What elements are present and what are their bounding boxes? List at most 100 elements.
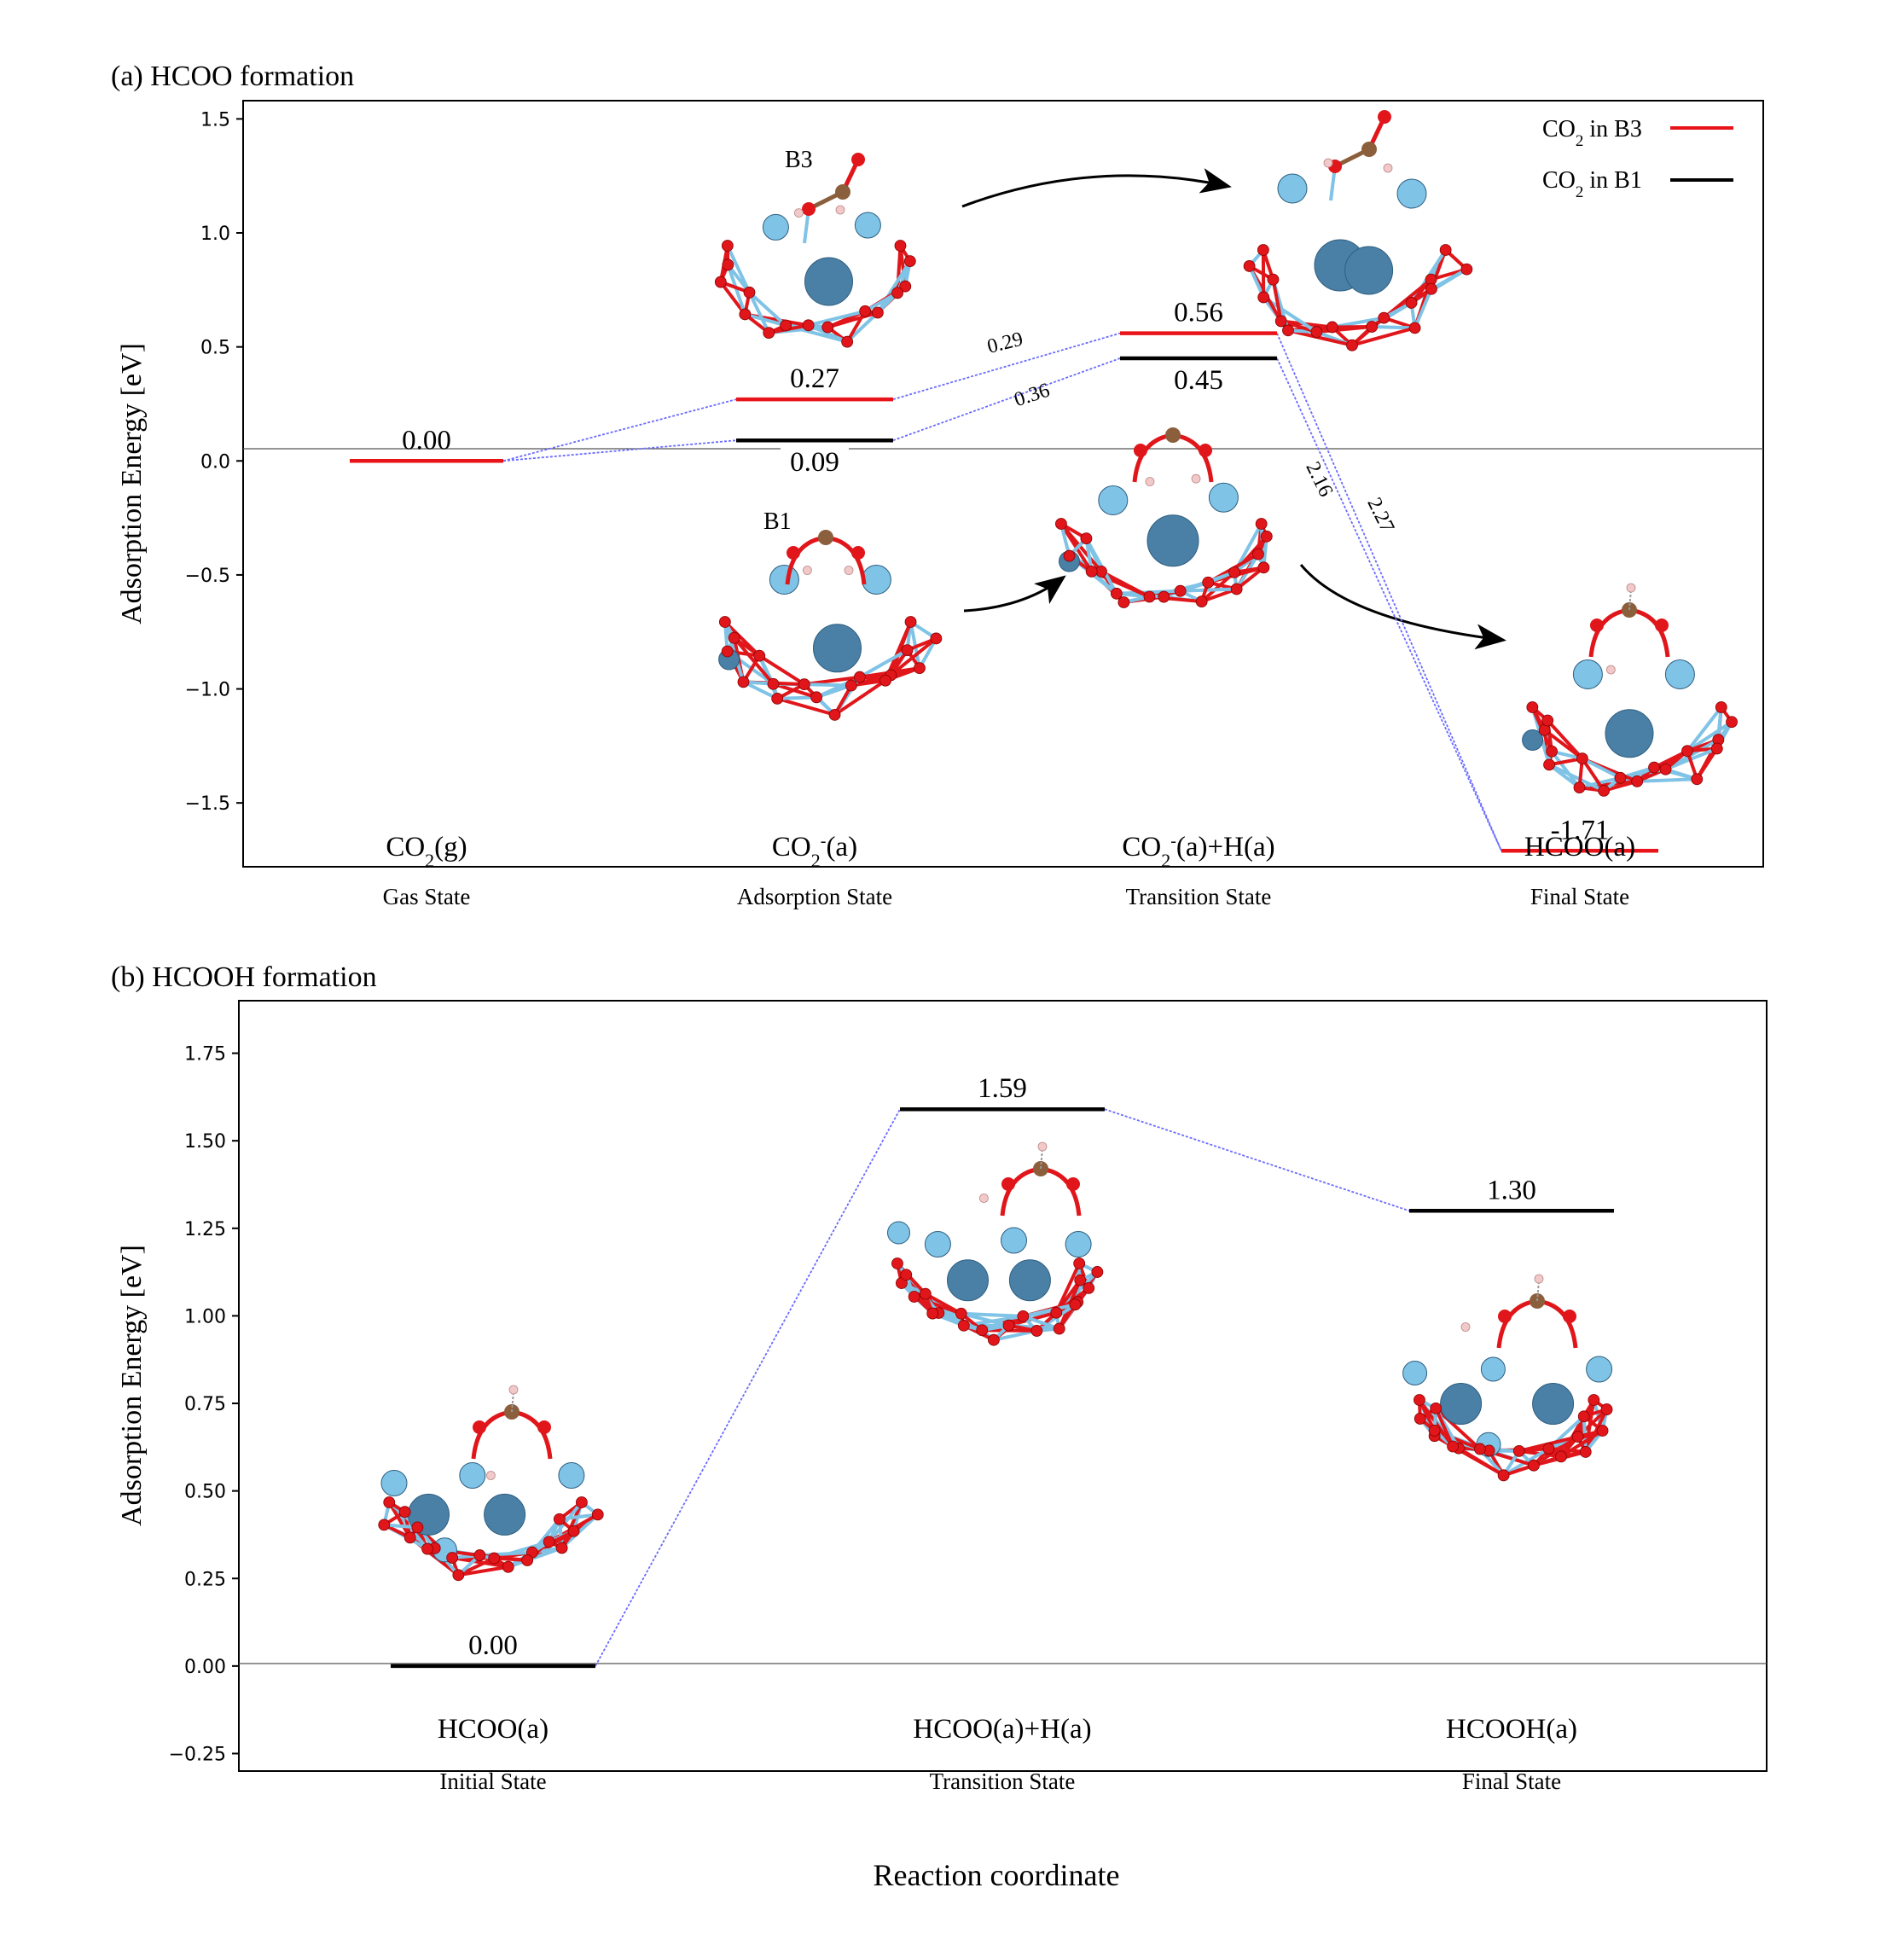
panel-a-frame: [242, 100, 1764, 868]
oxygen-atom: [1255, 518, 1268, 530]
energy-value-label: 0.56: [1174, 298, 1223, 328]
oxygen-atom: [1260, 530, 1273, 543]
oxygen-atom: [1576, 752, 1588, 765]
panel-a-ylabel: Adsorption Energy [eV]: [116, 343, 148, 624]
oxygen-atom: [871, 306, 884, 319]
energy-value-label: 1.59: [978, 1073, 1027, 1104]
oxygen-atom: [1715, 701, 1727, 713]
hydrogen-atom: [1323, 158, 1333, 168]
oxygen-atom: [1117, 596, 1130, 608]
oxygen-atom: [957, 1319, 970, 1332]
oxygen-atom: [1648, 761, 1660, 774]
bond: [833, 679, 887, 717]
oxygen-atom: [1274, 315, 1287, 328]
oxygen-atom: [1600, 1403, 1613, 1415]
oxygen-atom: [891, 287, 903, 299]
oxygen-atom: [1310, 326, 1323, 338]
ytick-label: 1.0: [200, 224, 230, 245]
oxygen-atom: [798, 678, 810, 691]
bond: [1536, 1280, 1540, 1302]
barrier-label-b3-ads-ts: 0.29: [985, 328, 1025, 358]
oxygen-atom: [403, 1531, 416, 1544]
oxygen-atom: [1050, 1306, 1063, 1319]
ytick-label: −1.5: [185, 793, 230, 815]
hydrogen-atom: [1626, 583, 1636, 593]
oxygen-atom: [1681, 745, 1693, 758]
bond: [961, 1311, 1010, 1327]
oxygen-atom: [521, 1554, 534, 1566]
bond: [1548, 1447, 1586, 1454]
energy-value-label: 1.30: [1487, 1175, 1536, 1205]
oxygen-atom: [1563, 1310, 1576, 1323]
hydrogen-atom: [1191, 473, 1201, 484]
oxygen-atom: [753, 649, 766, 662]
bond: [1548, 763, 1605, 793]
oxygen-atom: [1596, 1425, 1609, 1437]
panel-a-levels: 0.09 0.45 0.00 0.27 0.56 -1.71: [350, 298, 1658, 853]
oxygen-atom: [1473, 1443, 1486, 1455]
oxygen-atom: [1257, 561, 1270, 574]
oxygen-atom: [537, 1420, 551, 1434]
ytick-label: 1.75: [184, 1044, 226, 1066]
ytick-label: −0.5: [185, 566, 230, 587]
panel-b-connectors: [595, 1108, 1410, 1667]
oxygen-atom: [1430, 1402, 1443, 1414]
oxygen-atom: [1174, 584, 1187, 597]
state-species-label: CO2-(a)+H(a): [1122, 832, 1274, 871]
bond: [1054, 1263, 1081, 1314]
oxygen-atom: [891, 1257, 903, 1269]
panel-b-frame: [238, 1000, 1768, 1772]
metal-atom: [558, 1462, 585, 1489]
metal-atom: [769, 565, 799, 595]
panel-b: (b) HCOOH formation −0.25 0.00 0.25 0.50 0.7…: [111, 961, 1768, 1794]
oxygen-atom: [1655, 619, 1669, 632]
oxygen-atom: [1497, 1469, 1510, 1482]
oxygen-atom: [1080, 532, 1093, 544]
bond: [726, 245, 752, 293]
state-species-label: HCOO(a)+H(a): [913, 1714, 1091, 1745]
energy-value-label: 0.45: [1174, 365, 1223, 396]
bond: [1413, 287, 1433, 329]
oxygen-atom: [1195, 595, 1208, 608]
bond: [723, 620, 761, 658]
bond: [1372, 324, 1415, 330]
state-species-label: HCOO(a): [1524, 832, 1635, 862]
metal-atom: [813, 624, 862, 673]
energy-value-label: 0.27: [790, 363, 839, 394]
oxygen-atom: [988, 1333, 1000, 1346]
oxygen-atom: [1199, 444, 1212, 457]
oxygen-atom: [739, 308, 752, 321]
metal-atom: [804, 257, 853, 306]
oxygen-atom: [575, 1496, 588, 1508]
oxygen-atom: [383, 1496, 396, 1508]
metal-atom: [380, 1470, 408, 1496]
bond: [1637, 777, 1698, 783]
state-stage-label: Gas State: [383, 884, 471, 909]
oxygen-atom: [1588, 1394, 1600, 1406]
oxygen-atom: [1590, 619, 1604, 632]
bond: [1271, 279, 1283, 322]
oxygen-atom: [901, 644, 914, 657]
bond: [559, 1513, 598, 1521]
oxygen-atom: [1528, 1459, 1540, 1472]
bond: [845, 310, 867, 343]
oxygen-atom: [1326, 321, 1338, 334]
structure-label-b3: B3: [785, 147, 813, 173]
metal-atom: [1396, 178, 1427, 209]
oxygen-atom: [1512, 1444, 1525, 1457]
connector-line: [1276, 333, 1502, 851]
bond: [961, 1311, 1024, 1318]
metal-atom: [1008, 1259, 1051, 1302]
panel-b-state-labels: HCOO(a) Initial State HCOO(a)+H(a) Transiti…: [438, 1714, 1577, 1794]
oxygen-atom: [488, 1552, 501, 1565]
carbon-atom: [1361, 142, 1377, 157]
oxygen-atom: [763, 327, 775, 340]
bond: [1550, 750, 1582, 789]
hydrogen-atom: [486, 1471, 496, 1480]
panel-a-y-axis: −1.5 −1.0 −0.5 0.0 0.5 1.0 1.5: [185, 109, 243, 815]
state-stage-label: Adsorption State: [737, 884, 892, 909]
carbon-atom: [818, 530, 833, 545]
panel-a-connectors: [502, 332, 1502, 851]
oxygen-atom: [1230, 583, 1243, 595]
